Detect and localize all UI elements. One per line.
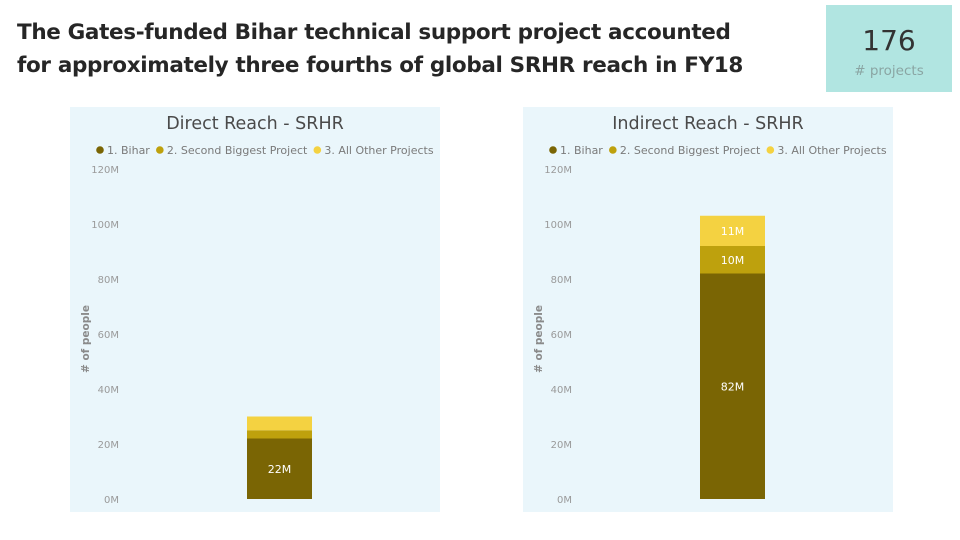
indirect-y-tick-label: 20M [551,440,572,451]
indirect-data-label-bihar: 82M [721,380,745,393]
indirect-reach-chart-svg: Indirect Reach - SRHR 1. Bihar 2. Second B… [533,114,887,506]
headline-line-2: for approximately three fourths of globa… [17,53,744,78]
direct-legend-label-all-other-projects: 3. All Other Projects [324,144,433,157]
indirect-y-tick-label: 40M [551,385,572,396]
direct-y-tick-label: 60M [98,330,119,341]
direct-y-axis-label: # of people [80,305,92,373]
indirect-reach-chart: Indirect Reach - SRHR 1. Bihar 2. Second B… [523,107,893,512]
direct-legend-marker-bihar [96,146,104,154]
indirect-y-tick-label: 100M [544,220,572,231]
direct-y-tick-label: 20M [98,440,119,451]
indirect-legend-marker-second-biggest-project [609,146,617,154]
indirect-bar-segment-bihar [700,273,765,499]
project-count-label: # projects [854,63,924,79]
indirect-bar-segment-second-biggest-project [700,246,765,274]
direct-y-tick-label: 40M [98,385,119,396]
indirect-data-label-all-other-projects: 11M [721,225,745,238]
project-count-card: 176 # projects [826,5,952,92]
direct-data-label-bihar: 22M [268,463,292,476]
indirect-data-label-second-biggest-project: 10M [721,254,745,267]
indirect-y-axis-label: # of people [533,305,545,373]
project-count-value: 176 [862,24,916,57]
direct-y-tick-label: 100M [91,220,119,231]
direct-bar-segment-all-other-projects [247,416,312,431]
direct-reach-chart-svg: Direct Reach - SRHR 1. Bihar 2. Second Big… [80,114,434,506]
indirect-legend-marker-bihar [549,146,557,154]
indirect-legend-label-bihar: 1. Bihar [560,144,603,157]
direct-bar-segment-second-biggest-project [247,430,312,439]
indirect-y-tick-label: 60M [551,330,572,341]
direct-chart-title: Direct Reach - SRHR [166,114,344,134]
indirect-y-tick-label: 120M [544,165,572,176]
direct-legend-marker-second-biggest-project [156,146,164,154]
indirect-legend-label-all-other-projects: 3. All Other Projects [777,144,886,157]
indirect-y-tick-label: 80M [551,275,572,286]
direct-legend-label-second-biggest-project: 2. Second Biggest Project [167,144,308,157]
headline: The Gates-funded Bihar technical support… [17,16,777,82]
indirect-bar-segment-all-other-projects [700,215,765,246]
direct-y-tick-label: 80M [98,275,119,286]
indirect-chart-title: Indirect Reach - SRHR [612,114,803,134]
indirect-y-tick-label: 0M [557,495,572,506]
indirect-legend-marker-all-other-projects [766,146,775,154]
direct-reach-chart: Direct Reach - SRHR 1. Bihar 2. Second Big… [70,107,440,512]
headline-line-1: The Gates-funded Bihar technical support… [17,20,731,45]
indirect-legend-label-second-biggest-project: 2. Second Biggest Project [620,144,761,157]
direct-bar-segment-bihar [247,438,312,499]
direct-y-tick-label: 0M [104,495,119,506]
direct-legend-marker-all-other-projects [313,146,322,154]
direct-legend-label-bihar: 1. Bihar [107,144,150,157]
direct-y-tick-label: 120M [91,165,119,176]
